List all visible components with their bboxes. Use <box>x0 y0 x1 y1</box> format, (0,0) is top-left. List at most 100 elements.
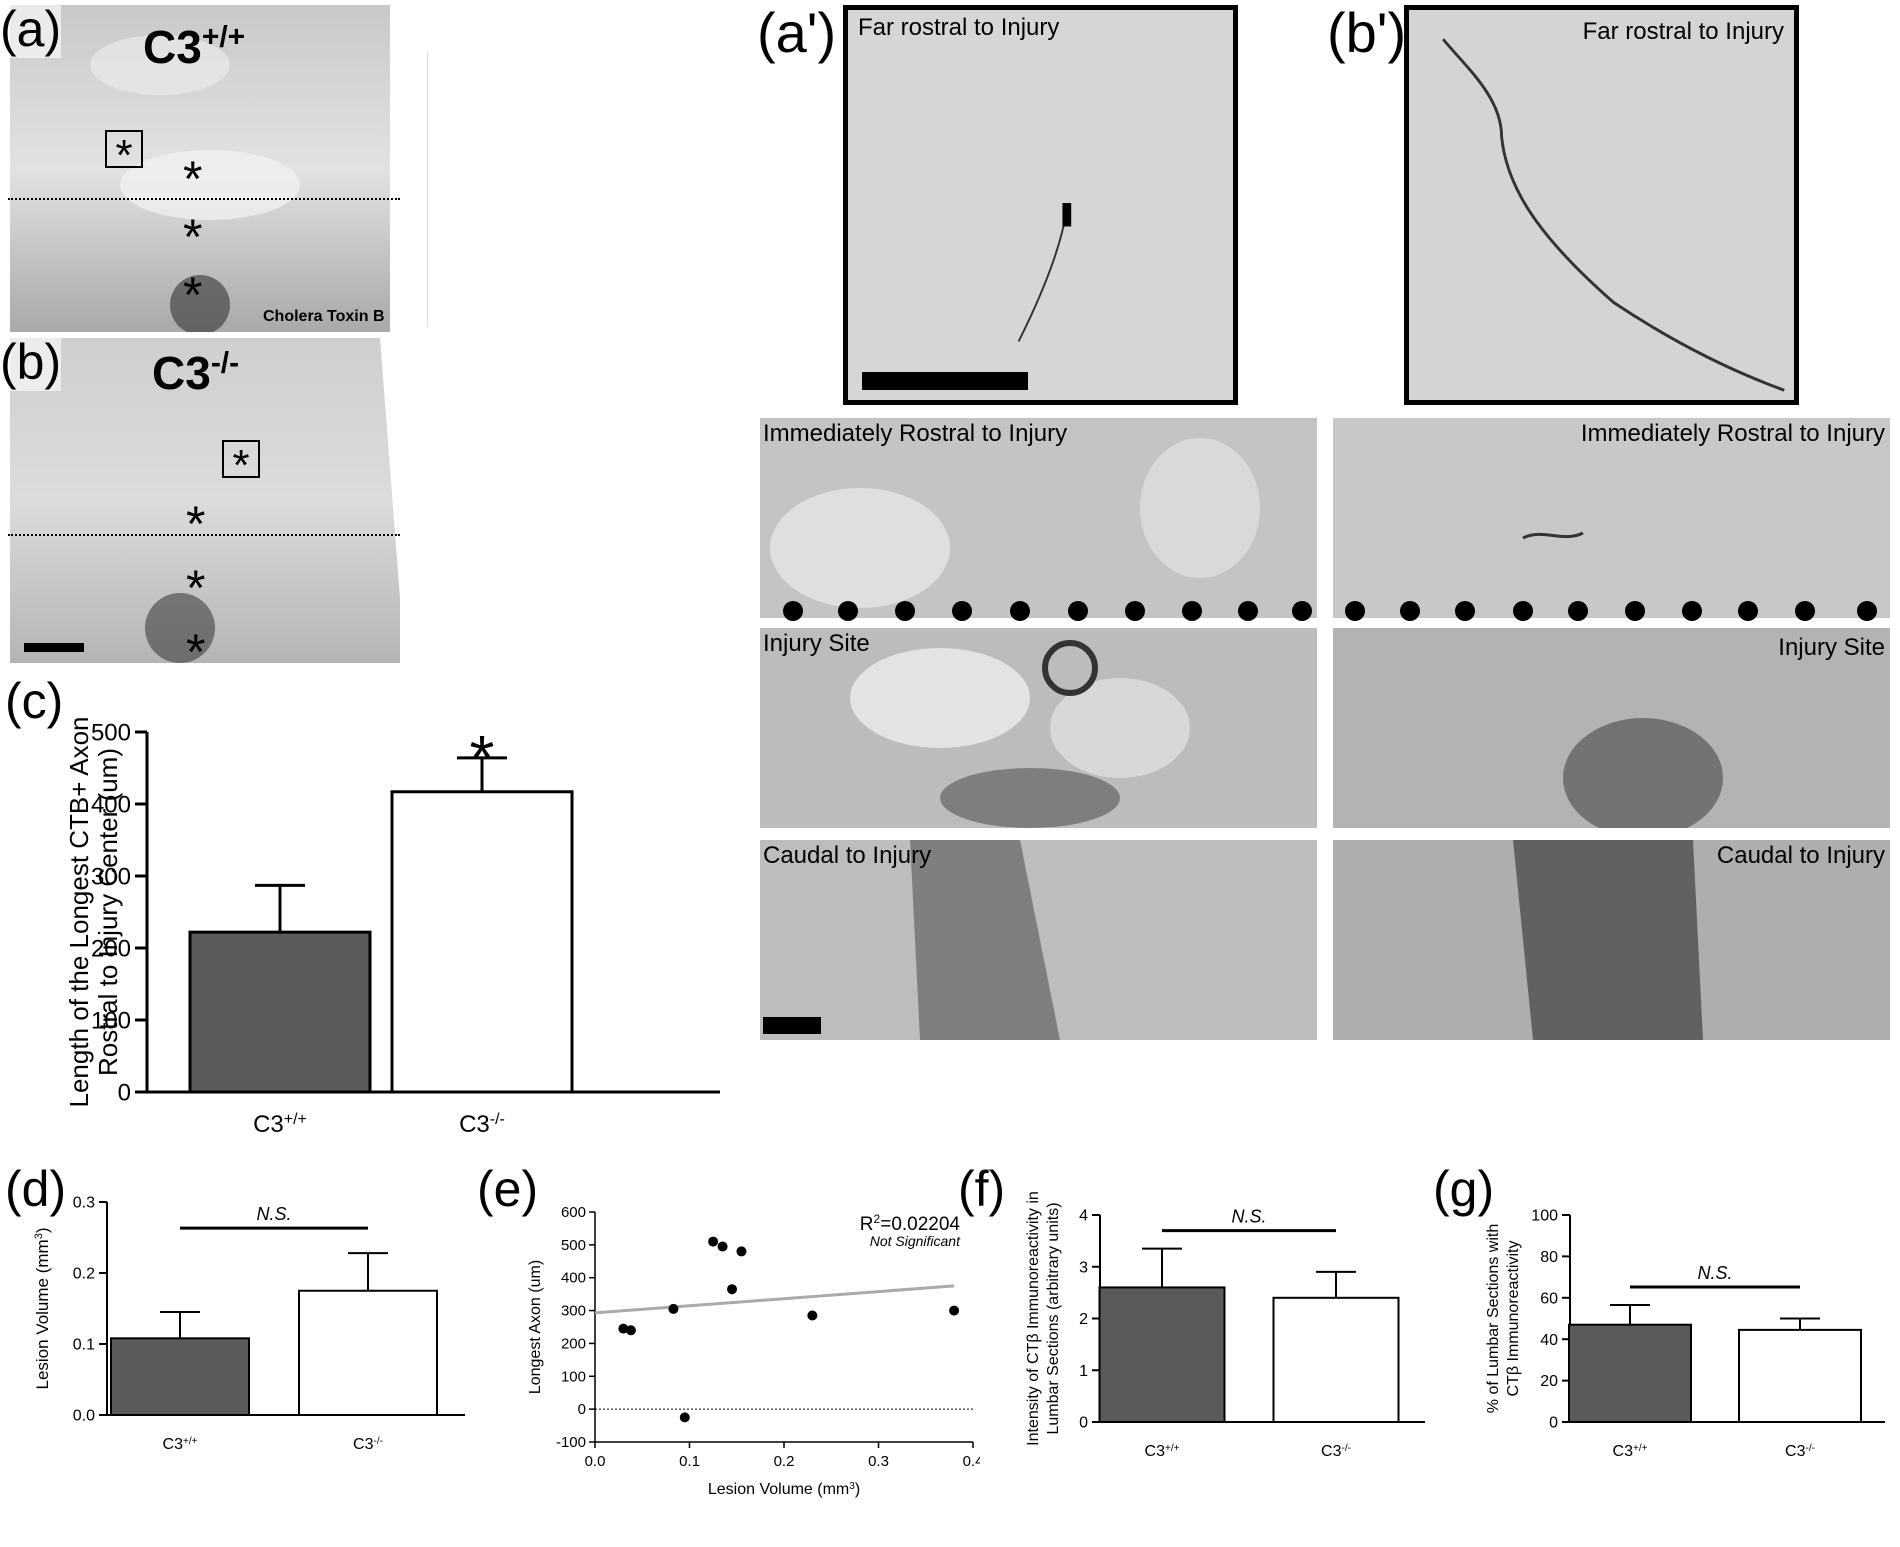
significance-label: N.S. <box>256 1204 291 1224</box>
category-label: C3+/+ <box>1613 1443 1648 1461</box>
x-tick-label: 0.4 <box>963 1453 980 1470</box>
y-tick-label: 60 <box>1540 1290 1558 1307</box>
caption-far-rostral-b: Far rostral to Injury <box>1582 18 1784 45</box>
y-axis-label-line2: Lumbar Sections (arbitrary units) <box>1045 1202 1062 1434</box>
y-tick-label: 300 <box>91 863 131 890</box>
scatter-point <box>717 1241 728 1252</box>
chart-f-intensity-bar: 0 1 2 3 4 C3+/+ C3-/- Intensity of CTβ Immunore… <box>1025 1191 1425 1461</box>
scatter-point <box>708 1236 719 1247</box>
regression-line <box>594 1284 955 1315</box>
y-axis-label-line2: Rostral to Injury Center (um) <box>93 748 123 1076</box>
micrograph-b <box>10 338 400 663</box>
scatter-point <box>807 1310 818 1321</box>
y-tick-label: 2 <box>1079 1311 1088 1328</box>
caption-immediately-rostral-b: Immediately Rostral to Injury <box>1580 420 1885 447</box>
y-axis-label-line1: % of Lumbar Sections with <box>1485 1224 1502 1413</box>
category-label: C3-/- <box>459 1111 505 1139</box>
bar-0 <box>188 930 372 1094</box>
y-tick-label: 200 <box>91 935 131 962</box>
y-tick-label: 1 <box>1079 1363 1088 1380</box>
dotted-injury-line-a <box>8 198 400 200</box>
y-tick-label: 0 <box>578 1401 586 1418</box>
y-tick-label: 0.1 <box>73 1337 95 1354</box>
category-label: C3+/+ <box>1145 1443 1180 1461</box>
caption-immediately-rostral-a: Immediately Rostral to Injury <box>763 420 1068 447</box>
bar-0 <box>1568 1323 1692 1424</box>
micrograph-a-prime-injury-site <box>760 628 1317 828</box>
y-axis-label: Lesion Volume (mm3) <box>33 1227 52 1389</box>
x-axis-label: Lesion Volume (mm3) <box>708 1481 860 1499</box>
y-tick-label: 100 <box>561 1368 586 1385</box>
y-tick-label: -100 <box>556 1434 586 1451</box>
x-tick-label: 0.3 <box>868 1453 889 1470</box>
scatter-point <box>727 1284 738 1295</box>
category-label: C3-/- <box>353 1436 383 1454</box>
micrograph-a-prime-caudal <box>760 840 1317 1040</box>
scale-bar-b <box>24 643 84 652</box>
panel-label-g: (g) <box>1433 1161 1495 1217</box>
panel-label-e: (e) <box>477 1161 539 1217</box>
caption-injury-site-b: Injury Site <box>1778 634 1885 661</box>
scale-bar-caudal <box>763 1017 821 1034</box>
x-tick-label: 0.1 <box>679 1453 700 1470</box>
y-tick-label: 3 <box>1079 1259 1088 1276</box>
y-tick-label: 100 <box>1531 1208 1558 1225</box>
panel-label-a-prime: (a') <box>757 1 837 64</box>
asterisk-markers-b: * * * <box>186 496 206 680</box>
y-tick-label: 40 <box>1540 1332 1558 1349</box>
significance-label: N.S. <box>1697 1263 1732 1283</box>
dotted-injury-line-b <box>8 534 400 536</box>
y-axis-label-line2: CTβ Immunoreactivity <box>1505 1241 1522 1397</box>
category-label: C3-/- <box>1785 1443 1815 1461</box>
y-tick-label: 400 <box>91 791 131 818</box>
y-tick-label: 100 <box>91 1007 131 1034</box>
micrograph-b-prime-caudal <box>1333 840 1890 1040</box>
panel-label-c: (c) <box>5 673 64 729</box>
scatter-point <box>949 1305 960 1316</box>
x-tick-label: 0.2 <box>774 1453 795 1470</box>
chart-g-percent-sections-bar: 0 20 40 60 80 100 C3+/+ C3-/- % of Lumbar Sectio… <box>1485 1208 1885 1461</box>
y-axis-label-line1: Intensity of CTβ Immunoreactivity in <box>1025 1191 1042 1446</box>
caption-injury-site-a: Injury Site <box>763 630 870 657</box>
y-tick-label: 400 <box>561 1270 586 1287</box>
scatter-point <box>618 1323 629 1334</box>
genotype-label-a: C3+/+ <box>143 20 246 73</box>
y-tick-label: 80 <box>1540 1249 1558 1266</box>
scatter-point <box>625 1325 636 1336</box>
bar-1 <box>1738 1328 1862 1423</box>
category-label: C3+/+ <box>163 1436 198 1454</box>
injury-dot-row <box>783 601 1877 621</box>
micrograph-b-prime-immediately-rostral <box>1333 418 1890 618</box>
scatter-point <box>679 1412 690 1423</box>
bar-1 <box>390 790 574 1094</box>
y-tick-label: 0 <box>1549 1415 1558 1432</box>
caption-caudal-a: Caudal to Injury <box>763 842 932 869</box>
bar-0 <box>110 1337 250 1417</box>
y-tick-label: 500 <box>561 1237 586 1254</box>
scatter-point <box>736 1246 747 1257</box>
chart-c-longest-axon-bar: 0 100 200 300 400 500 C3+/+ C3-/- Length of the … <box>64 716 720 1139</box>
micrograph-a-prime-immediately-rostral <box>760 418 1317 618</box>
panel-label-b: (b) <box>0 333 62 391</box>
y-tick-label: 500 <box>91 719 131 746</box>
y-tick-label: 4 <box>1079 1208 1088 1225</box>
vertical-scale-line <box>427 52 428 327</box>
chart-d-lesion-volume-bar: 0.0 0.1 0.2 0.3 C3+/+ C3-/- Lesion Volume (mm3… <box>33 1195 465 1454</box>
genotype-label-b: C3-/- <box>152 346 240 399</box>
y-tick-label: 300 <box>561 1303 586 1320</box>
y-tick-label: 0.2 <box>73 1266 95 1283</box>
panel-label-d: (d) <box>5 1161 67 1217</box>
chart-e-scatter-regression: -100 0 100 200 300 400 500 600 0.0 0.1 0.2 0.3 0.4 Le… <box>527 1204 980 1499</box>
micrograph-a-prime-far-rostral <box>843 5 1238 405</box>
y-axis-label-line1: Length of the Longest CTB+ Axon <box>64 716 94 1107</box>
micrograph-a <box>10 5 390 332</box>
scale-bar-a-prime <box>862 372 1028 390</box>
not-significant-annotation: Not Significant <box>870 1233 961 1249</box>
scatter-point <box>668 1303 679 1314</box>
y-tick-label: 0.3 <box>73 1195 95 1212</box>
r-squared-annotation: R2=0.02204 <box>860 1212 961 1235</box>
y-tick-label: 600 <box>561 1204 586 1221</box>
boxed-asterisk-a: * <box>105 130 143 180</box>
category-label: C3-/- <box>1321 1443 1351 1461</box>
y-tick-label: 0 <box>1079 1415 1088 1432</box>
